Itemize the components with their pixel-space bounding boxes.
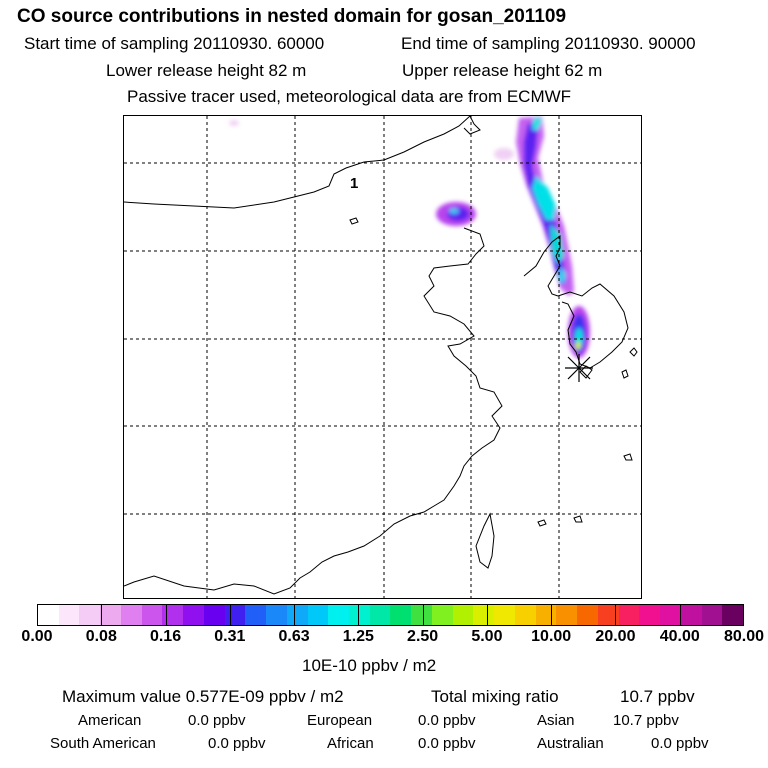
- lower-release-height: Lower release height 82 m: [106, 61, 307, 80]
- colorbar-segment: [224, 605, 246, 625]
- colorbar-tick-label: 0.31: [214, 628, 246, 645]
- colorbar-segment: [266, 605, 287, 625]
- region-name-african: African: [327, 735, 374, 752]
- colorbar-divider: [165, 604, 167, 626]
- colorbar-segment: [286, 605, 308, 625]
- colorbar-divider: [679, 604, 681, 626]
- colorbar-segment: [618, 605, 640, 625]
- region-value-asian: 10.7 ppbv: [613, 712, 679, 729]
- colorbar: [37, 604, 744, 626]
- colorbar-tick-label: 20.00: [595, 628, 636, 645]
- colorbar-segment: [38, 605, 59, 625]
- colorbar-segment: [79, 605, 101, 625]
- colorbar-tick-label: 40.00: [659, 628, 700, 645]
- colorbar-segment: [473, 605, 495, 625]
- colorbar-divider: [358, 604, 360, 626]
- colorbar-divider: [615, 604, 617, 626]
- region-value-european: 0.0 ppbv: [418, 712, 476, 729]
- colorbar-segment: [349, 605, 370, 625]
- colorbar-segment: [328, 605, 350, 625]
- colorbar-segment: [722, 605, 743, 625]
- colorbar-segment: [162, 605, 184, 625]
- colorbar-segment: [58, 605, 80, 625]
- colorbar-divider: [486, 604, 488, 626]
- colorbar-segment: [307, 605, 329, 625]
- colorbar-tick-label: 5.00: [471, 628, 503, 645]
- total-mixing-value: 10.7 ppbv: [620, 687, 695, 706]
- colorbar-tick-label: 1.25: [342, 628, 374, 645]
- colorbar-segment: [660, 605, 681, 625]
- region-name-american: American: [78, 712, 142, 729]
- colorbar-tick-label: 0.63: [278, 628, 310, 645]
- colorbar-segment: [141, 605, 163, 625]
- region-name-south-american: South American: [50, 735, 156, 752]
- colorbar-segment: [411, 605, 432, 625]
- colorbar-tick-label: 10.00: [531, 628, 572, 645]
- colorbar-unit: 10E-10 ppbv / m2: [302, 656, 437, 675]
- colorbar-segment: [390, 605, 412, 625]
- colorbar-segment: [577, 605, 598, 625]
- colorbar-divider: [229, 604, 231, 626]
- chart-title: CO source contributions in nested domain…: [17, 6, 567, 27]
- region-name-australian: Australian: [537, 735, 604, 752]
- tracer-note: Passive tracer used, meteorological data…: [127, 87, 572, 106]
- region-value-australian: 0.0 ppbv: [651, 735, 709, 752]
- colorbar-segment: [452, 605, 474, 625]
- colorbar-segment: [535, 605, 557, 625]
- colorbar-segment: [245, 605, 267, 625]
- colorbar-tick-label: 0.16: [149, 628, 182, 645]
- concentration-plume: [229, 116, 590, 358]
- lat-lon-grid: [124, 116, 641, 598]
- colorbar-tick-label: 80.00: [723, 628, 765, 645]
- start-time-label: Start time of sampling 20110930. 60000: [24, 34, 325, 53]
- region-value-south-american: 0.0 ppbv: [208, 735, 266, 752]
- end-time-label: End time of sampling 20110930. 90000: [401, 34, 696, 53]
- colorbar-segment: [183, 605, 204, 625]
- region-value-african: 0.0 ppbv: [418, 735, 476, 752]
- colorbar-segment: [203, 605, 225, 625]
- colorbar-divider: [422, 604, 424, 626]
- colorbar-divider: [101, 604, 103, 626]
- colorbar-tick-label: 0.00: [21, 628, 53, 645]
- colorbar-segment: [639, 605, 661, 625]
- upper-release-height: Upper release height 62 m: [402, 61, 603, 80]
- colorbar-tick-label: 0.08: [85, 628, 117, 645]
- colorbar-segment: [494, 605, 515, 625]
- colorbar-segment: [431, 605, 453, 625]
- colorbar-segment: [701, 605, 723, 625]
- colorbar-segment: [556, 605, 578, 625]
- map-svg: 1: [124, 116, 641, 598]
- total-mixing-label: Total mixing ratio: [431, 687, 559, 706]
- colorbar-segment: [100, 605, 121, 625]
- coastlines: [124, 116, 638, 595]
- maximum-value: Maximum value 0.577E-09 ppbv / m2: [62, 687, 344, 706]
- colorbar-segment: [120, 605, 142, 625]
- colorbar-divider: [294, 604, 296, 626]
- region-name-asian: Asian: [537, 712, 575, 729]
- colorbar-tick-label: 2.50: [407, 628, 439, 645]
- colorbar-segment: [369, 605, 391, 625]
- region-name-european: European: [307, 712, 373, 729]
- colorbar-divider: [551, 604, 553, 626]
- colorbar-segment: [680, 605, 702, 625]
- map-panel: 1: [123, 115, 642, 599]
- region-value-american: 0.0 ppbv: [188, 712, 246, 729]
- colorbar-segment: [514, 605, 536, 625]
- receptor-marker-icon: [565, 354, 593, 382]
- region-label: 1: [350, 175, 358, 192]
- colorbar-segment: [597, 605, 619, 625]
